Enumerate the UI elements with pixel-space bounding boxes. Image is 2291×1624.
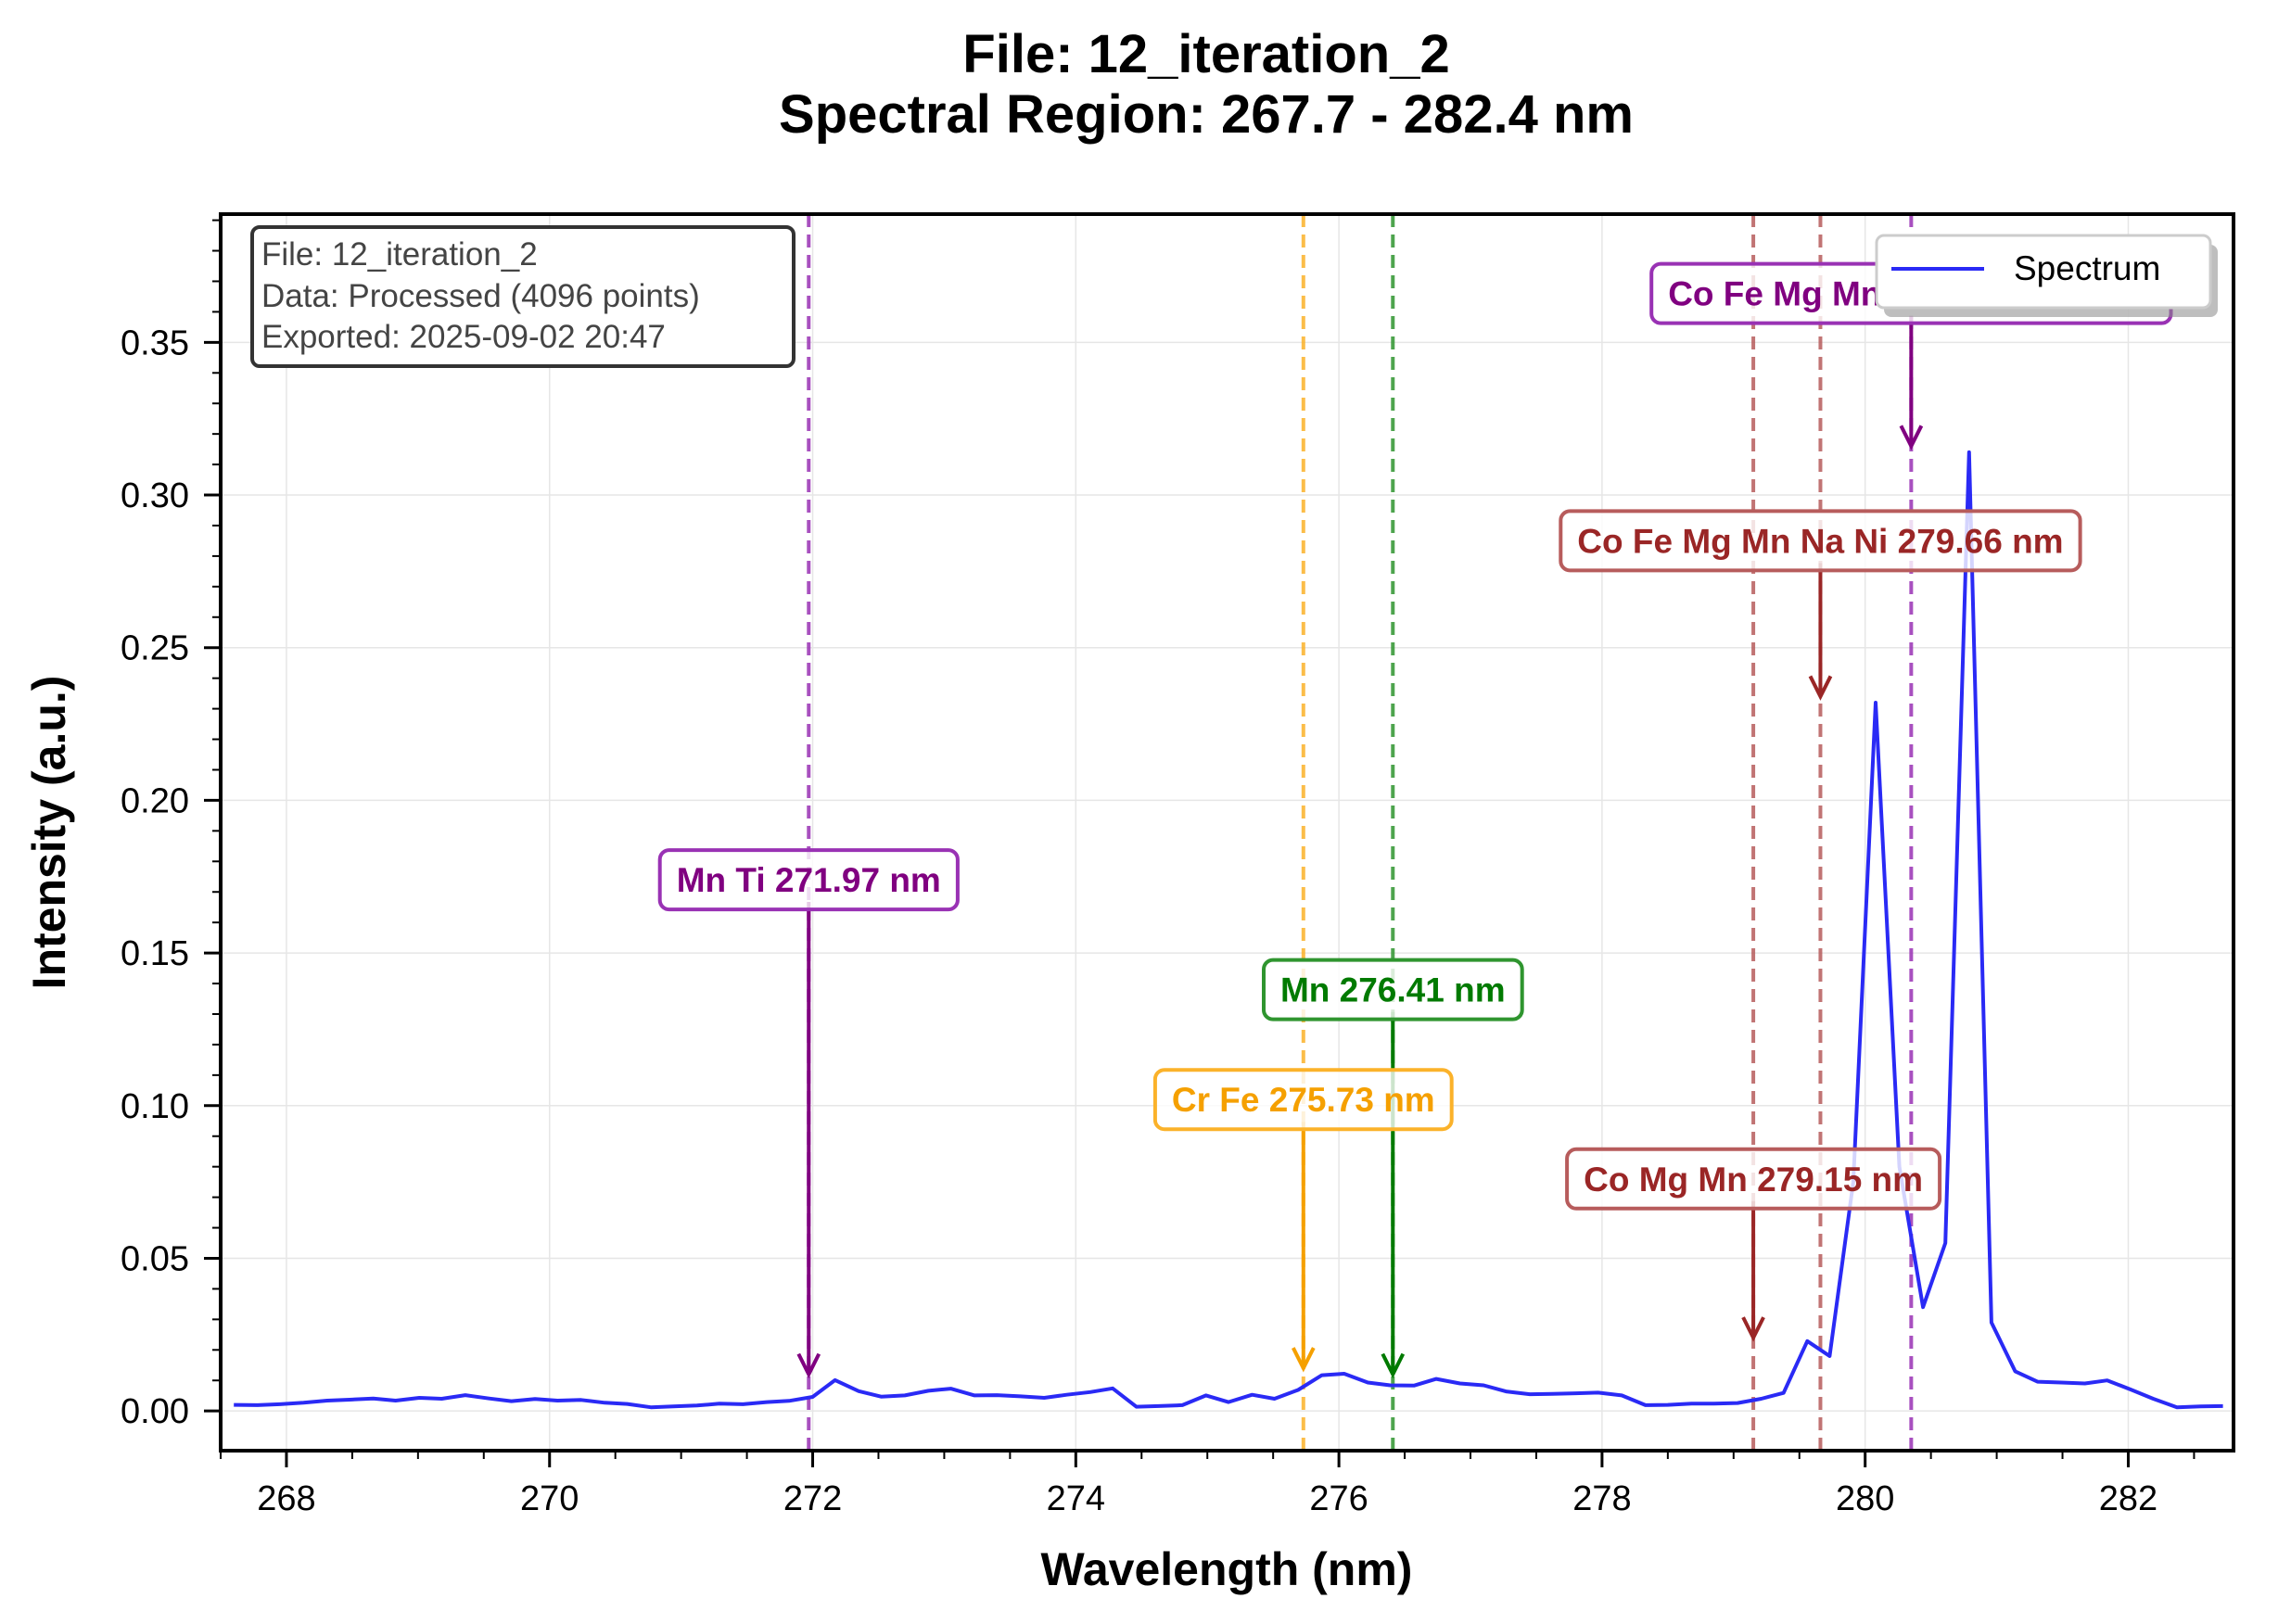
info-box: File: 12_iteration_2 Data: Processed (40… — [250, 225, 795, 368]
annotation-arrowhead — [1292, 1347, 1316, 1373]
annotation-label: Cr Fe 275.73 nm — [1152, 1068, 1454, 1132]
chart-subtitle: Spectral Region: 267.7 - 282.4 nm — [779, 84, 1634, 145]
y-tick-label: 0.00 — [121, 1392, 189, 1431]
x-axis-title: Wavelength (nm) — [1041, 1543, 1413, 1595]
annotation-label-text: Cr Fe 275.73 nm — [1172, 1081, 1435, 1119]
y-axis-title: Intensity (a.u.) — [23, 676, 75, 990]
y-tick-label: 0.15 — [121, 934, 189, 973]
annotation-label-box — [1152, 1068, 1454, 1132]
annotation-arrowhead — [1899, 425, 1924, 450]
annotation-label-text: Co Mg Mn 279.15 nm — [1584, 1161, 1923, 1199]
annotation-label-text: Mn 276.41 nm — [1280, 971, 1506, 1009]
series-layer — [234, 450, 2223, 1410]
annotation-label: Mn 276.41 nm — [1262, 958, 1524, 1021]
y-tick-label: 0.05 — [121, 1239, 189, 1278]
spectrum-line — [234, 450, 2223, 1410]
x-tick-label: 276 — [1309, 1479, 1368, 1518]
legend: Spectrum — [1875, 234, 2218, 317]
info-line-data: Data: Processed (4096 points) — [261, 278, 700, 314]
x-tick-label: 274 — [1047, 1479, 1105, 1518]
y-tick-label: 0.20 — [121, 781, 189, 820]
annotation-label: Co Mg Mn 279.15 nm — [1565, 1147, 1942, 1211]
info-box-frame — [250, 225, 795, 368]
annotation-label-text: Co Fe Mg Mn Na Ni 279.66 nm — [1577, 522, 2063, 560]
plot-frame — [219, 212, 2235, 1453]
annotation-label-box — [657, 848, 960, 912]
legend-label-spectrum: Spectrum — [2014, 249, 2160, 287]
annotation-label-box — [1565, 1147, 1942, 1211]
info-line-exported: Exported: 2025-09-02 20:47 — [261, 319, 666, 355]
y-tick-label: 0.25 — [121, 629, 189, 668]
y-tick-label: 0.35 — [121, 324, 189, 362]
annotation-label-box — [1559, 509, 2082, 573]
x-tick-label: 272 — [783, 1479, 842, 1518]
y-tick-label: 0.30 — [121, 476, 189, 515]
annotation-arrowhead — [796, 1352, 821, 1379]
annotation-label: Co Fe Mg Mn Na Ni 279.66 nm — [1559, 509, 2082, 573]
axis-ticks: 268 270 272 274 276 278 280 282 0.00 0.05 0.10 0.15… — [121, 219, 2196, 1518]
annotation-arrowhead — [1808, 675, 1833, 701]
legend-frame — [1875, 234, 2212, 310]
x-tick-label: 270 — [520, 1479, 579, 1518]
annotation-arrowhead — [1381, 1352, 1406, 1379]
annotation-arrowhead — [1741, 1316, 1765, 1342]
x-tick-label: 282 — [2099, 1479, 2157, 1518]
annotation-label-box — [1262, 958, 1524, 1021]
annotation-label-text: Mn Ti 271.97 nm — [677, 861, 941, 899]
y-tick-label: 0.10 — [121, 1087, 189, 1126]
x-tick-label: 268 — [257, 1479, 315, 1518]
chart-title: File: 12_iteration_2 — [962, 24, 1449, 84]
x-tick-label: 278 — [1572, 1479, 1631, 1518]
x-tick-label: 280 — [1836, 1479, 1894, 1518]
info-line-file: File: 12_iteration_2 — [261, 236, 538, 273]
annotation-label: Mn Ti 271.97 nm — [657, 848, 960, 912]
